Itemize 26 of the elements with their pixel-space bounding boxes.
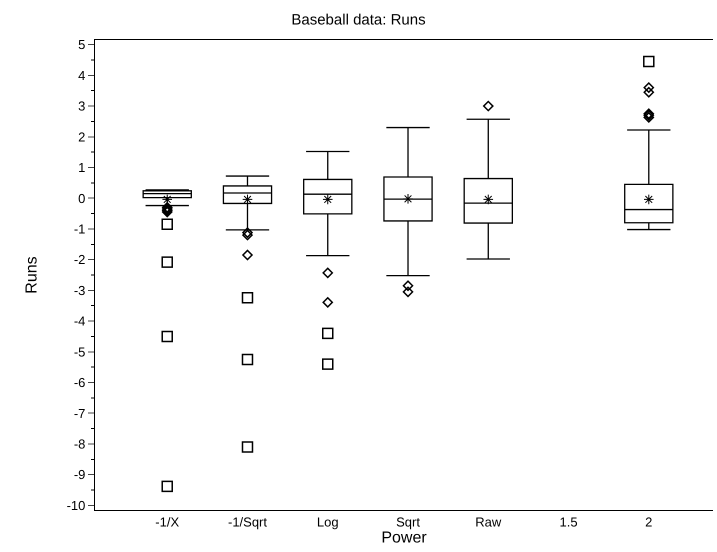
chart-title: Baseball data: Runs — [291, 11, 426, 28]
y-tick-label: -2 — [74, 252, 86, 268]
y-tick-label: 4 — [78, 68, 86, 83]
y-tick-label: 0 — [78, 190, 86, 206]
y-tick-label: 5 — [78, 37, 86, 52]
y-tick-label: -10 — [66, 498, 86, 513]
y-tick-label: -8 — [74, 436, 86, 452]
x-tick-label: 1.5 — [559, 514, 578, 530]
y-tick-label: -1 — [74, 221, 86, 236]
y-tick-label: -3 — [74, 282, 86, 298]
y-tick-label: -9 — [74, 467, 86, 482]
y-tick-label: 1 — [78, 160, 86, 176]
y-tick-label: -4 — [74, 314, 86, 329]
x-tick-label: -1/X — [155, 514, 180, 530]
y-axis-title: Runs — [24, 256, 41, 294]
y-tick-label: 2 — [78, 129, 86, 144]
x-tick-label: Log — [316, 514, 339, 530]
y-tick-label: -5 — [74, 344, 86, 360]
y-tick-label: -6 — [74, 375, 86, 390]
x-tick-label: -1/Sqrt — [228, 514, 268, 530]
x-tick-label: Sqrt — [396, 514, 420, 530]
x-tick-label: Raw — [475, 514, 502, 530]
y-tick-label: 3 — [78, 98, 86, 114]
y-tick-label: -7 — [74, 406, 86, 421]
x-tick-label: 2 — [645, 514, 652, 530]
x-axis-title: Power — [381, 530, 428, 547]
